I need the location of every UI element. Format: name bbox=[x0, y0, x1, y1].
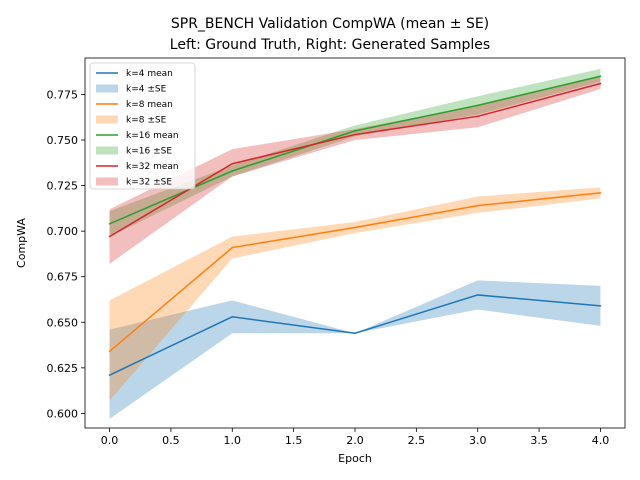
k-4-mean-se-legend-swatch bbox=[96, 84, 118, 93]
k-8-mean-point bbox=[599, 192, 602, 194]
k-8-mean-point bbox=[354, 226, 356, 229]
k-32-mean-point bbox=[476, 115, 479, 118]
x-tick-label: 1.0 bbox=[224, 434, 242, 447]
k-8-mean-legend-label: k=8 mean bbox=[126, 100, 173, 110]
x-tick-label: 0.0 bbox=[101, 434, 119, 447]
y-axis-label: CompWA bbox=[15, 218, 28, 268]
k-4-mean-se-band bbox=[109, 280, 601, 419]
k-4-mean-point bbox=[231, 316, 234, 318]
x-tick-label: 3.5 bbox=[530, 434, 548, 447]
x-tick-label: 3.0 bbox=[469, 434, 487, 447]
y-tick-label: 0.775 bbox=[47, 88, 79, 101]
y-axis-ticks: 0.600 0.625 0.650 0.675 0.700 0.725 0.750 0.775 bbox=[47, 88, 85, 420]
k-16-mean-point bbox=[599, 75, 602, 77]
k-4-mean-point bbox=[354, 332, 356, 334]
x-tick-label: 2.0 bbox=[346, 434, 364, 447]
k-4-mean-legend-label: k=4 mean bbox=[126, 69, 173, 79]
x-tick-label: 0.5 bbox=[162, 434, 180, 447]
k-32-mean-point bbox=[599, 82, 602, 85]
x-tick-label: 1.5 bbox=[285, 434, 303, 447]
k-4-mean-se-legend-label: k=4 ±SE bbox=[126, 85, 167, 95]
k-32-mean-se-legend-label: k=32 ±SE bbox=[126, 178, 172, 188]
k-8-mean-se-band bbox=[109, 187, 601, 401]
x-axis-ticks: 0.0 0.5 1.0 1.5 2.0 2.5 3.0 3.5 4.0 bbox=[101, 428, 609, 447]
k-8-mean-point bbox=[108, 350, 111, 353]
k-16-mean-point bbox=[108, 223, 111, 225]
y-tick-label: 0.625 bbox=[47, 362, 79, 375]
k-16-mean-point bbox=[476, 104, 479, 107]
y-tick-label: 0.675 bbox=[47, 271, 79, 284]
k-32-mean-legend-label: k=32 mean bbox=[126, 162, 179, 172]
y-tick-label: 0.600 bbox=[47, 407, 79, 420]
k-32-mean-point bbox=[354, 133, 356, 136]
k-4-mean-point bbox=[599, 305, 602, 307]
k-16-mean-se-legend-label: k=16 ±SE bbox=[126, 147, 172, 157]
x-tick-label: 2.5 bbox=[408, 434, 426, 447]
x-tick-label: 4.0 bbox=[592, 434, 610, 447]
legend: k=4 mean k=4 ±SE k=8 mean k=8 ±SE k=16 mean k… bbox=[89, 62, 196, 190]
k-4-mean-point bbox=[476, 294, 479, 296]
legend-box bbox=[89, 62, 196, 190]
k-8-mean-point bbox=[231, 246, 234, 249]
k-16-mean-se-band bbox=[109, 68, 601, 237]
k-16-mean-se-legend-swatch bbox=[96, 146, 118, 155]
k-32-mean-se-band bbox=[109, 76, 601, 264]
chart-subtitle: Left: Ground Truth, Right: Generated Sam… bbox=[170, 37, 490, 53]
k-32-mean-point bbox=[108, 235, 111, 238]
k-16-mean-legend-label: k=16 mean bbox=[126, 131, 179, 141]
k-32-mean-point bbox=[231, 162, 234, 165]
k-8-mean-se-legend-label: k=8 ±SE bbox=[126, 116, 167, 126]
k-8-mean-se-legend-swatch bbox=[96, 115, 118, 124]
k-8-mean-point bbox=[476, 204, 479, 207]
k-32-mean-se-legend-swatch bbox=[96, 177, 118, 186]
y-tick-label: 0.725 bbox=[47, 180, 79, 193]
y-tick-label: 0.650 bbox=[47, 316, 79, 329]
k-16-mean-point bbox=[231, 170, 234, 172]
y-tick-label: 0.700 bbox=[47, 225, 79, 238]
x-axis-label: Epoch bbox=[338, 452, 372, 465]
chart-title: SPR_BENCH Validation CompWA (mean ± SE) bbox=[171, 16, 489, 32]
k-4-mean-point bbox=[108, 374, 111, 376]
k-16-mean-point bbox=[354, 130, 356, 132]
y-tick-label: 0.750 bbox=[47, 134, 79, 147]
se-bands bbox=[109, 68, 601, 419]
